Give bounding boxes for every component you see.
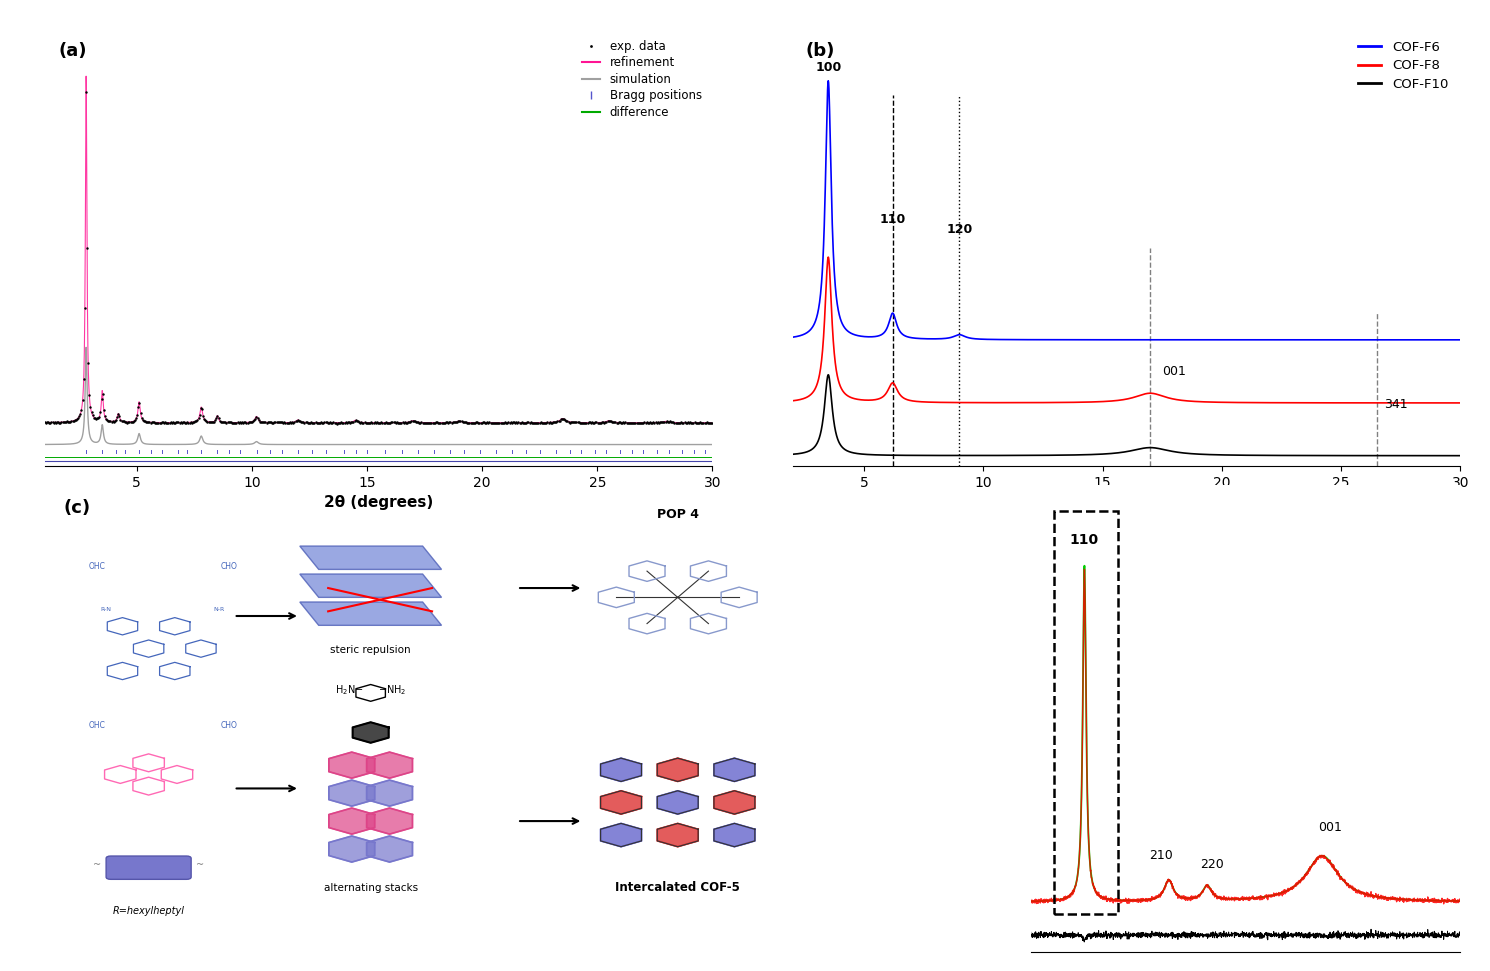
- Legend: COF-F6, COF-F8, COF-F10: COF-F6, COF-F8, COF-F10: [1353, 36, 1454, 96]
- Polygon shape: [329, 780, 374, 806]
- Polygon shape: [329, 808, 374, 834]
- FancyBboxPatch shape: [106, 856, 191, 880]
- Polygon shape: [600, 823, 642, 847]
- X-axis label: 2θ (degrees): 2θ (degrees): [323, 495, 434, 511]
- Polygon shape: [367, 780, 413, 806]
- Text: N-R: N-R: [215, 607, 225, 613]
- Polygon shape: [299, 602, 441, 625]
- Text: (c): (c): [64, 499, 91, 518]
- Text: ~: ~: [195, 859, 204, 870]
- Text: 120: 120: [946, 223, 973, 236]
- Polygon shape: [353, 722, 389, 743]
- Text: 210: 210: [1149, 850, 1173, 862]
- Polygon shape: [600, 790, 642, 814]
- Text: CHO: CHO: [221, 720, 237, 730]
- X-axis label: 2θ/°: 2θ/°: [1109, 495, 1144, 511]
- Polygon shape: [657, 758, 699, 782]
- Polygon shape: [367, 836, 413, 862]
- Text: R-N: R-N: [101, 607, 112, 613]
- Text: OHC: OHC: [88, 720, 106, 730]
- Text: CHO: CHO: [221, 562, 237, 571]
- Polygon shape: [299, 574, 441, 597]
- Polygon shape: [600, 758, 642, 782]
- Text: alternating stacks: alternating stacks: [323, 883, 417, 893]
- Polygon shape: [657, 790, 699, 814]
- Text: 341: 341: [1384, 398, 1408, 411]
- Text: R=hexylheptyl: R=hexylheptyl: [113, 906, 185, 917]
- Text: 220: 220: [1199, 858, 1223, 871]
- Polygon shape: [329, 753, 374, 778]
- Polygon shape: [329, 836, 374, 862]
- Text: 001: 001: [1162, 365, 1186, 379]
- Bar: [1053, 511, 1118, 914]
- Text: (b): (b): [806, 42, 836, 60]
- Text: POP 4: POP 4: [657, 508, 699, 521]
- Text: OHC: OHC: [88, 562, 106, 571]
- Polygon shape: [657, 823, 699, 847]
- Text: 001: 001: [1317, 821, 1342, 834]
- Polygon shape: [714, 758, 755, 782]
- Polygon shape: [299, 546, 441, 569]
- Text: 100: 100: [815, 61, 842, 74]
- Legend: exp. data, refinement, simulation, Bragg positions, difference: exp. data, refinement, simulation, Bragg…: [578, 35, 706, 123]
- Text: ~: ~: [94, 859, 101, 870]
- Text: (a): (a): [58, 42, 86, 60]
- Polygon shape: [714, 823, 755, 847]
- Polygon shape: [714, 790, 755, 814]
- Polygon shape: [367, 753, 413, 778]
- Text: steric repulsion: steric repulsion: [331, 646, 411, 655]
- Text: 110: 110: [1070, 533, 1100, 548]
- Text: 110: 110: [879, 214, 906, 226]
- Polygon shape: [367, 808, 413, 834]
- Text: Intercalated COF-5: Intercalated COF-5: [615, 881, 741, 894]
- Text: H$_2$N$-$     $-$NH$_2$: H$_2$N$-$ $-$NH$_2$: [335, 683, 407, 697]
